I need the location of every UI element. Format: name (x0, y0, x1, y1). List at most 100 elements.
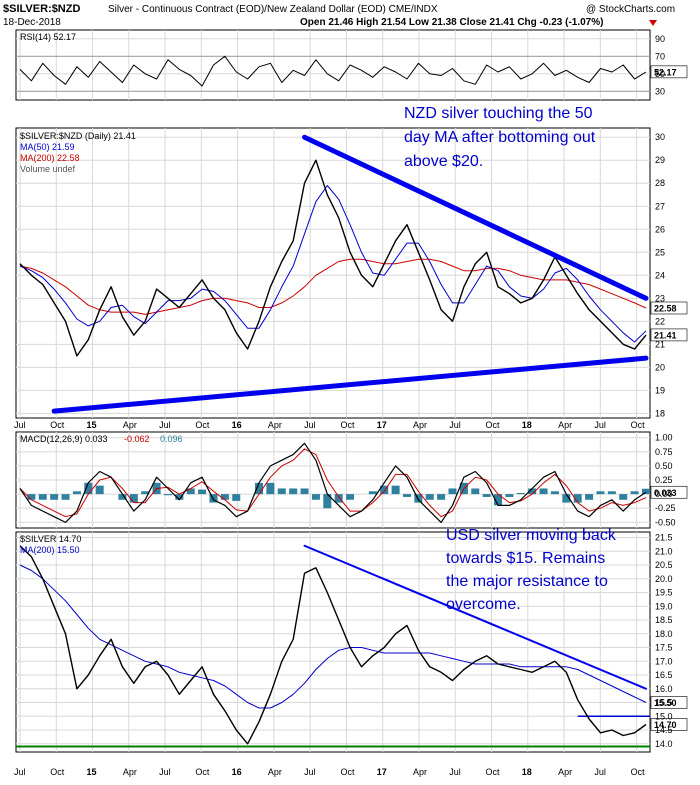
x-axis-label-bottom: 15 (87, 767, 97, 777)
x-axis-label-top: Oct (195, 420, 210, 430)
rsi-tick-label: 30 (655, 86, 665, 96)
usd-ma200-value-tag-box (650, 696, 688, 709)
macd-histogram-bar (311, 494, 320, 500)
x-axis-label-top: 15 (87, 420, 97, 430)
macd-tick-label: 0.00 (655, 489, 673, 499)
usd-trendline (303, 544, 647, 690)
price-tick-label: 30 (655, 132, 665, 142)
macd-tick-label: 0.25 (655, 475, 673, 485)
x-axis-label-bottom: 17 (377, 767, 387, 777)
x-axis-label-top: Apr (123, 420, 137, 430)
usd-tick-label: 15.5 (655, 698, 673, 708)
price-tick-label: 21 (655, 339, 665, 349)
price-tick-label: 25 (655, 247, 665, 257)
macd-histogram-bar (630, 491, 639, 495)
x-axis-label-top: Jul (14, 420, 26, 430)
usd-tick-label: 15.0 (655, 711, 673, 721)
price-legend: $SILVER:$NZD (Daily) 21.41 (20, 131, 136, 141)
macd-histogram-bar (391, 485, 400, 495)
macd-histogram-bar (585, 494, 594, 500)
x-axis-label-top: Apr (413, 420, 427, 430)
macd-histogram-bar (437, 494, 446, 500)
price-tick-label: 28 (655, 178, 665, 188)
macd-histogram-bar (448, 488, 457, 495)
ma200-value-tag-box (650, 301, 688, 315)
macd-histogram-bar (562, 494, 571, 503)
rsi-tick-label: 50 (655, 69, 665, 79)
price-value-tag: 21.41 (654, 330, 677, 340)
macd-histogram-bar (27, 494, 36, 500)
macd-histogram-bar (209, 494, 218, 503)
usd-price-value-tag-box (650, 718, 688, 731)
usd-price-line (19, 545, 647, 745)
x-axis-label-top: Jul (449, 420, 461, 430)
macd-histogram-bar (38, 494, 47, 500)
chart-date: 18-Dec-2018 (3, 17, 61, 28)
ma200-legend: MA(200) 22.58 (20, 153, 80, 163)
price-value-tag-box (650, 328, 688, 342)
macd-histogram-bar (277, 488, 286, 495)
usd-ma200-line (19, 564, 647, 709)
watermark: @ StockCharts.com (586, 4, 675, 15)
usd-tick-label: 19.5 (655, 588, 673, 598)
macd-value-tag-box (650, 485, 688, 499)
usd-tick-label: 21.5 (655, 533, 673, 543)
usd-tick-label: 14.5 (655, 725, 673, 735)
macd-histogram-bar (266, 482, 275, 495)
price-tick-label: 22 (655, 316, 665, 326)
usd-tick-label: 20.0 (655, 574, 673, 584)
x-axis-label-bottom: Apr (558, 767, 572, 777)
macd-tick-label: -0.25 (655, 503, 676, 513)
macd-histogram-bar (95, 485, 104, 495)
price-tick-label: 23 (655, 293, 665, 303)
nzd-annotation-line1: NZD silver touching the 50 (404, 105, 593, 122)
macd-signal-legend: -0.062 (124, 434, 150, 444)
macd-histogram-bar (482, 494, 491, 497)
x-axis-label-top: Jul (594, 420, 606, 430)
macd-histogram-bar (402, 494, 411, 497)
macd-histogram-bar (50, 494, 59, 500)
rsi-tick-label: 90 (655, 34, 665, 44)
usd-tick-label: 16.5 (655, 670, 673, 680)
macd-value-tag: 0.033 (654, 488, 677, 498)
rsi-line (19, 55, 647, 87)
macd-histogram-bar (494, 494, 503, 506)
macd-histogram-bar (198, 489, 207, 495)
usd-tick-label: 14.0 (655, 739, 673, 749)
macd-histogram-bar (334, 494, 343, 503)
usd-annotation-line2: towards $15. Remains (446, 550, 605, 567)
x-axis-label-bottom: Oct (340, 767, 355, 777)
macd-histogram-bar (471, 488, 480, 495)
x-axis-label-top: Apr (268, 420, 282, 430)
macd-histogram-bar (84, 482, 93, 495)
price-tick-label: 29 (655, 155, 665, 165)
macd-signal-line (19, 448, 647, 518)
usd-annotation-line4: overcome. (446, 596, 521, 613)
macd-histogram-bar (323, 494, 332, 509)
macd-histogram-bar (619, 494, 628, 500)
usd-ma200-legend: MA(200) 15.50 (20, 545, 80, 555)
macd-histogram-bar (61, 494, 70, 500)
macd-histogram-bar (289, 488, 298, 495)
price-tick-label: 20 (655, 362, 665, 372)
x-axis-label-top: Oct (631, 420, 646, 430)
price-ma200-line (19, 258, 647, 315)
x-axis-label-bottom: Jul (159, 767, 171, 777)
macd-histogram-bar (186, 488, 195, 495)
x-axis-label-bottom: Oct (631, 767, 646, 777)
macd-histogram-bar (642, 488, 650, 495)
macd-tick-label: -0.50 (655, 517, 676, 527)
macd-histogram-bar (72, 491, 81, 495)
price-panel (15, 127, 651, 419)
macd-histogram-bar (505, 494, 514, 497)
x-axis-label-bottom: Jul (14, 767, 26, 777)
trendline-lower (51, 355, 649, 414)
macd-histogram-bar (175, 494, 184, 500)
price-line (19, 159, 647, 357)
macd-histogram-bar (118, 494, 127, 500)
macd-histogram-bar (380, 485, 389, 495)
usd-tick-label: 19.0 (655, 601, 673, 611)
rsi-panel (15, 29, 651, 101)
x-axis-label-bottom: Oct (50, 767, 65, 777)
price-tick-label: 27 (655, 201, 665, 211)
